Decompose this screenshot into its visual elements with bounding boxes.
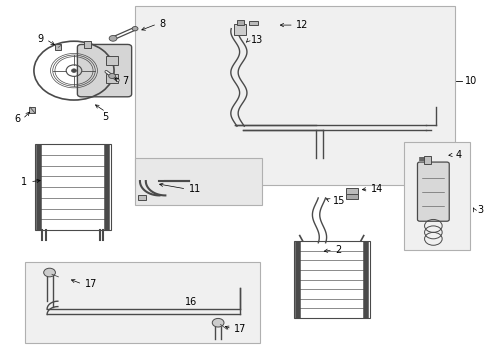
Circle shape (44, 268, 55, 277)
Text: 15: 15 (333, 196, 345, 206)
Bar (135, 158, 262, 205)
Text: 16: 16 (185, 297, 197, 307)
Bar (234, 24, 246, 35)
Bar (135, 6, 455, 185)
Bar (345, 194, 358, 199)
Text: 11: 11 (189, 184, 201, 194)
Circle shape (109, 73, 116, 78)
Bar (138, 195, 147, 200)
Bar (35, 144, 111, 230)
Bar (294, 241, 369, 318)
Text: 10: 10 (465, 76, 477, 86)
Text: 17: 17 (85, 279, 97, 289)
Bar (84, 41, 91, 48)
Bar (404, 142, 470, 250)
Text: 9: 9 (38, 35, 44, 44)
Circle shape (132, 27, 138, 31)
Text: 2: 2 (335, 245, 342, 255)
Circle shape (212, 319, 224, 327)
Bar (106, 56, 118, 65)
Text: 3: 3 (477, 206, 483, 216)
Bar (249, 21, 258, 26)
Text: 12: 12 (296, 20, 309, 30)
FancyBboxPatch shape (77, 44, 132, 97)
Text: 7: 7 (122, 76, 128, 86)
Text: 5: 5 (102, 112, 109, 122)
Text: 6: 6 (14, 114, 20, 124)
Bar (424, 156, 431, 164)
Text: 13: 13 (251, 35, 263, 45)
Text: 14: 14 (371, 184, 383, 194)
Text: 8: 8 (159, 19, 166, 29)
FancyBboxPatch shape (417, 162, 449, 221)
Bar (106, 74, 118, 83)
Text: 1: 1 (22, 177, 27, 187)
Circle shape (72, 69, 76, 72)
Circle shape (109, 36, 117, 41)
Text: 4: 4 (455, 150, 461, 160)
Bar (345, 188, 358, 194)
Bar (237, 20, 244, 25)
Bar (25, 262, 260, 343)
Text: 17: 17 (234, 324, 246, 334)
